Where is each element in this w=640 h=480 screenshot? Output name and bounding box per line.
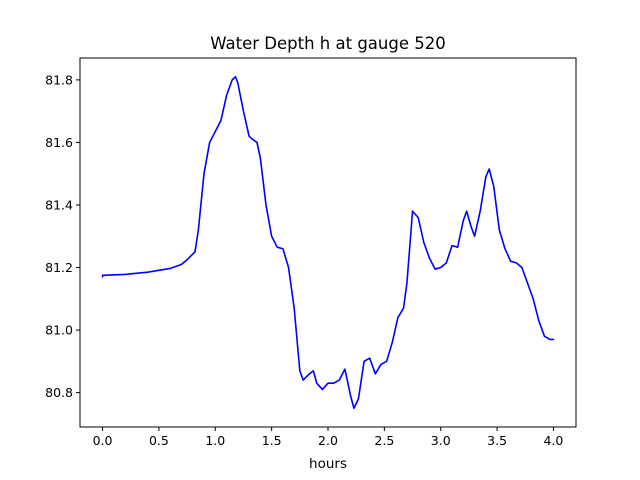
x-axis: 0.0 0.5 1.0 1.5 2.0 2.5 3.0 3.5 4.0 (93, 427, 564, 448)
x-tick-label: 3.0 (431, 433, 451, 448)
x-tick-label: 1.0 (205, 433, 225, 448)
x-tick-label: 2.5 (374, 433, 394, 448)
x-tick-label: 4.0 (544, 433, 564, 448)
x-tick-label: 0.0 (93, 433, 113, 448)
x-tick-label: 3.5 (487, 433, 507, 448)
axes-frame (79, 57, 577, 428)
x-tick-label: 0.5 (149, 433, 169, 448)
x-tick-label: 2.0 (318, 433, 338, 448)
y-tick-label: 80.8 (45, 385, 73, 400)
y-tick-label: 81.8 (45, 72, 73, 87)
y-tick-label: 81.6 (45, 135, 73, 150)
y-tick-label: 81.0 (45, 323, 73, 338)
y-tick-label: 81.4 (45, 197, 73, 212)
chart-title: Water Depth h at gauge 520 (210, 34, 445, 53)
y-axis: 80.8 81.0 81.2 81.4 81.6 81.8 (45, 72, 80, 400)
y-tick-label: 81.2 (45, 260, 73, 275)
x-tick-label: 1.5 (262, 433, 282, 448)
series-line-0 (101, 75, 555, 410)
plot-area (101, 75, 555, 410)
x-axis-label: hours (309, 456, 347, 472)
